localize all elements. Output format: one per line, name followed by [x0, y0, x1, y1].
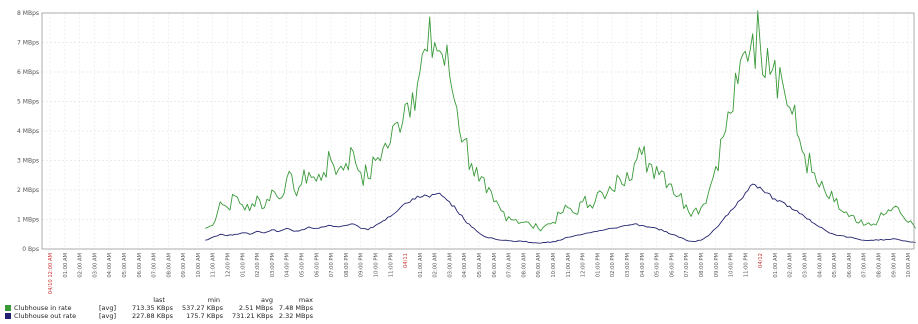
x-tick-label: 11:00 PM: [388, 253, 394, 277]
x-tick-label: 06:00 AM: [137, 253, 143, 278]
legend: last min avg max Clubhouse in rate [avg]…: [5, 296, 345, 320]
x-tick-label: 03:00 PM: [270, 253, 276, 277]
x-tick-label: 10:00 AM: [196, 253, 202, 278]
legend-header-avg: avg: [261, 296, 273, 304]
legend-header-last: last: [153, 296, 165, 304]
y-tick-label: 6 MBps: [17, 69, 39, 76]
x-tick-label: 03:00 PM: [625, 253, 631, 277]
series-line-out-rate: [205, 183, 916, 244]
legend-max-out-rate: 2.32 MBps: [278, 312, 313, 320]
x-tick-label: 12:00 PM: [581, 253, 587, 277]
x-tick-label: 08:00 PM: [699, 253, 705, 277]
chart-grid: [42, 12, 914, 250]
y-tick-label: 0 Bps: [22, 246, 39, 253]
y-tick-label: 7 MBps: [17, 40, 39, 47]
legend-agg-in-rate: [avg]: [99, 304, 117, 312]
x-tick-label: 09:00 AM: [181, 253, 187, 278]
x-tick-label: 10:00 PM: [729, 253, 735, 277]
x-tick-label: 02:00 AM: [788, 253, 794, 278]
x-tick-label: 05:00 PM: [655, 253, 661, 277]
x-tick-label: 09:00 AM: [891, 253, 897, 278]
x-tick-label: 07:00 AM: [152, 253, 158, 278]
legend-name-in-rate: Clubhouse in rate: [14, 304, 72, 312]
legend-avg-out-rate: 731.21 KBps: [231, 312, 273, 320]
x-tick-label: 10:00 AM: [906, 253, 912, 278]
y-tick-label: 4 MBps: [17, 128, 39, 135]
x-tick-label: 04:00 PM: [285, 253, 291, 277]
plot-frame: [41, 12, 915, 250]
legend-header-row: last min avg max: [5, 296, 345, 304]
legend-header-max: max: [298, 296, 313, 304]
x-tick-label: 04:00 AM: [817, 253, 823, 278]
x-tick-label: 12:00 PM: [226, 253, 232, 277]
x-tick-label: 05:00 PM: [300, 253, 306, 277]
legend-swatch-in-rate: [5, 305, 11, 311]
x-tick-label: 01:00 AM: [418, 253, 424, 278]
y-tick-label: 2 MBps: [17, 187, 39, 194]
x-tick-label: 11:00 AM: [566, 253, 572, 278]
x-tick-label: 10:00 PM: [373, 253, 379, 277]
series-line-in-rate: [205, 10, 916, 232]
x-tick-label: 08:00 AM: [876, 253, 882, 278]
x-tick-label: 07:00 PM: [329, 253, 335, 277]
legend-max-in-rate: 7.48 MBps: [278, 304, 313, 312]
legend-header-min: min: [207, 296, 220, 304]
legend-row-in-rate: Clubhouse in rate [avg] 713.35 KBps 537.…: [5, 304, 345, 312]
x-tick-label: 03:00 AM: [447, 253, 453, 278]
x-tick-label: 08:00 AM: [521, 253, 527, 278]
x-tick-label: 04/12: [758, 253, 764, 268]
x-tick-label: 07:00 AM: [862, 253, 868, 278]
x-tick-label: 09:00 PM: [359, 253, 365, 277]
legend-last-in-rate: 713.35 KBps: [131, 304, 173, 312]
x-tick-label: 02:00 AM: [433, 253, 439, 278]
legend-min-in-rate: 537.27 KBps: [181, 304, 223, 312]
legend-min-out-rate: 175.7 KBps: [186, 312, 223, 320]
x-tick-label: 09:00 AM: [536, 253, 542, 278]
x-tick-label: 05:00 AM: [122, 253, 128, 278]
y-tick-label: 5 MBps: [17, 99, 39, 106]
x-tick-label: 01:00 PM: [240, 253, 246, 277]
x-tick-label: 01:00 PM: [595, 253, 601, 277]
x-tick-label: 01:00 AM: [773, 253, 779, 278]
legend-name-out-rate: Clubhouse out rate: [14, 312, 77, 320]
legend-last-out-rate: 227.88 KBps: [131, 312, 173, 320]
x-tick-label: 08:00 AM: [166, 253, 172, 278]
x-tick-label: 11:00 AM: [211, 253, 217, 278]
x-tick-label: 11:00 PM: [743, 253, 749, 277]
x-tick-label: 02:00 PM: [255, 253, 261, 277]
x-tick-label: 05:00 AM: [477, 253, 483, 278]
legend-agg-out-rate: [avg]: [99, 312, 117, 320]
x-tick-label: 06:00 PM: [669, 253, 675, 277]
x-tick-label: 04:00 PM: [640, 253, 646, 277]
x-tick-label: 05:00 AM: [832, 253, 838, 278]
x-tick-label: 04/10 12:00 AM: [48, 253, 54, 294]
x-tick-label: 02:00 AM: [78, 253, 84, 278]
x-tick-label: 03:00 AM: [803, 253, 809, 278]
x-tick-label: 10:00 AM: [551, 253, 557, 278]
x-tick-label: 04:00 AM: [462, 253, 468, 278]
legend-row-out-rate: Clubhouse out rate [avg] 227.88 KBps 175…: [5, 312, 345, 320]
x-tick-label: 07:00 PM: [684, 253, 690, 277]
y-tick-label: 8 MBps: [17, 10, 39, 17]
chart-series: [205, 10, 916, 244]
x-tick-label: 06:00 AM: [847, 253, 853, 278]
x-tick-label: 01:00 AM: [63, 253, 69, 278]
x-tick-label: 09:00 PM: [714, 253, 720, 277]
legend-swatch-out-rate: [5, 313, 11, 319]
x-tick-label: 04/11: [403, 253, 409, 268]
x-axis-ticks: 04/10 12:00 AM 01:00 AM 02:00 AM 03:00 AM 04…: [48, 253, 912, 294]
x-tick-label: 03:00 AM: [92, 253, 98, 278]
y-tick-label: 1 MBps: [17, 217, 39, 224]
x-tick-label: 06:00 AM: [492, 253, 498, 278]
x-tick-label: 07:00 AM: [507, 253, 513, 278]
x-tick-label: 08:00 PM: [344, 253, 350, 277]
y-axis-ticks: 0 Bps 1 MBps 2 MBps 3 MBps 4 MBps 5 MBps 6 MBp…: [17, 10, 39, 253]
y-tick-label: 3 MBps: [17, 158, 39, 165]
legend-avg-in-rate: 2.51 MBps: [238, 304, 273, 312]
x-tick-label: 06:00 PM: [314, 253, 320, 277]
x-tick-label: 02:00 PM: [610, 253, 616, 277]
x-tick-label: 04:00 AM: [107, 253, 113, 278]
